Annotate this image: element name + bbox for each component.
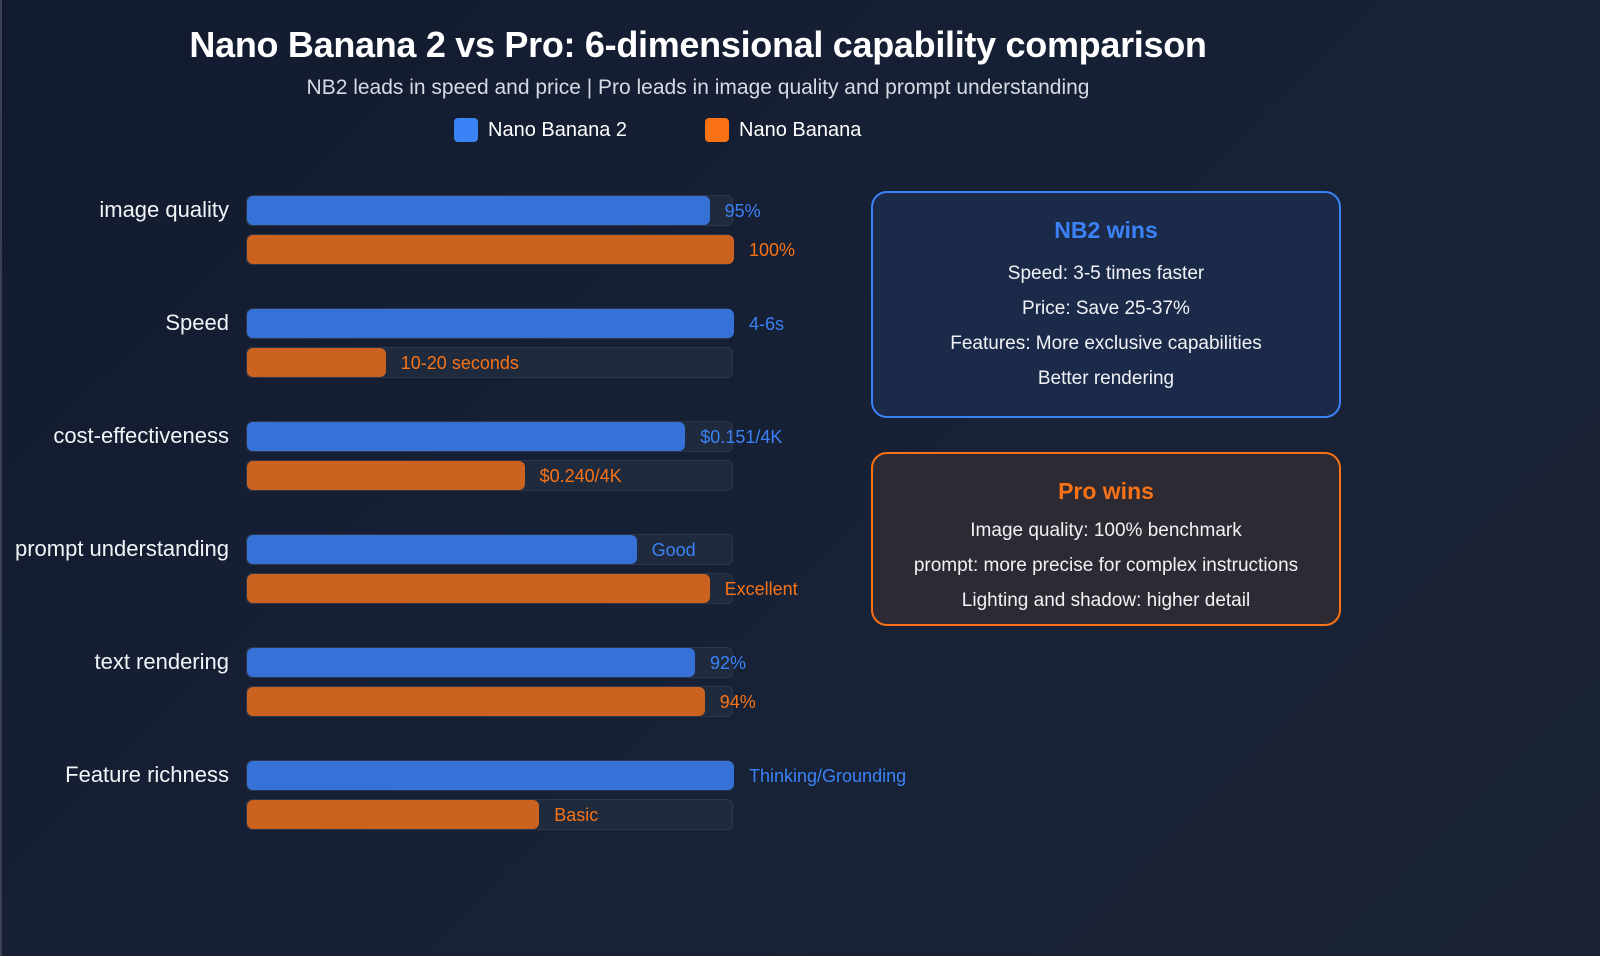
bar-nb2 [247, 309, 734, 338]
bar-track [246, 195, 733, 226]
bar-nano-banana [247, 235, 734, 264]
panel-title: Pro wins [1058, 478, 1154, 504]
bar-nb2 [247, 422, 686, 451]
bar-track [246, 234, 734, 265]
bar-track [246, 421, 733, 452]
value-label: 94% [719, 692, 756, 712]
bar-track [246, 308, 734, 339]
bar-track [246, 347, 733, 378]
bar-nano-banana [247, 687, 705, 716]
bar-track [246, 647, 733, 678]
chart-subtitle: NB2 leads in speed and price | Pro leads… [306, 76, 1090, 99]
category-label: text rendering [94, 649, 229, 674]
panel-line: Lighting and shadow: higher detail [961, 590, 1251, 611]
value-label: 4-6s [749, 314, 785, 334]
legend-item-nb: Nano Banana [705, 118, 861, 142]
bar-nano-banana [247, 800, 540, 829]
bar-track [246, 534, 733, 565]
panel-line: Image quality: 100% benchmark [970, 520, 1242, 541]
value-label: 10-20 seconds [400, 353, 519, 373]
legend-swatch-blue [454, 118, 478, 142]
panel-line: prompt: more precise for complex instruc… [913, 555, 1299, 576]
bar-track [246, 799, 733, 830]
bar-track [246, 573, 733, 604]
chart-title: Nano Banana 2 vs Pro: 6-dimensional capa… [189, 24, 1207, 65]
bar-chart: image quality 95% 100% Speed 4-6s 10-20 secon… [2, 0, 962, 900]
value-label: 92% [710, 653, 747, 673]
nb2-wins-panel: NB2 wins Speed: 3-5 times faster Price: … [871, 191, 1341, 418]
category-label: prompt understanding [14, 536, 229, 561]
bar-nb2 [247, 761, 734, 790]
legend: Nano Banana 2 Nano Banana [454, 118, 861, 142]
bar-nano-banana [247, 348, 386, 377]
panel-line: Price: Save 25-37% [1022, 298, 1190, 319]
bar-track [246, 686, 733, 717]
bar-nb2 [247, 196, 710, 225]
value-label: 95% [724, 201, 761, 221]
bar-nb2 [247, 648, 696, 677]
value-label: Basic [554, 805, 599, 825]
panel-line: Speed: 3-5 times faster [1007, 263, 1205, 284]
panel-line: Better rendering [1037, 368, 1175, 389]
category-label: Speed [165, 310, 229, 335]
value-label: 100% [749, 240, 796, 260]
value-label: Good [651, 540, 696, 560]
category-label: image quality [99, 197, 229, 222]
value-label: $0.151/4K [700, 427, 783, 447]
legend-label: Nano Banana 2 [488, 118, 628, 141]
value-label: Thinking/Grounding [749, 766, 907, 786]
pro-wins-panel: Pro wins Image quality: 100% benchmark p… [871, 452, 1341, 626]
category-label: Feature richness [65, 762, 229, 787]
bar-nano-banana [247, 574, 710, 603]
category-label: cost-effectiveness [53, 423, 229, 448]
value-label: Excellent [724, 579, 798, 599]
legend-swatch-orange [705, 118, 730, 142]
legend-label: Nano Banana [739, 118, 862, 141]
value-label: $0.240/4K [539, 466, 622, 486]
bar-track [246, 760, 734, 791]
legend-item-nb2: Nano Banana 2 [454, 118, 627, 142]
panel-line: Features: More exclusive capabilities [950, 333, 1262, 354]
bar-nb2 [247, 535, 637, 564]
panel-title: NB2 wins [1054, 217, 1158, 243]
bar-track [246, 460, 733, 491]
bar-nano-banana [247, 461, 525, 490]
